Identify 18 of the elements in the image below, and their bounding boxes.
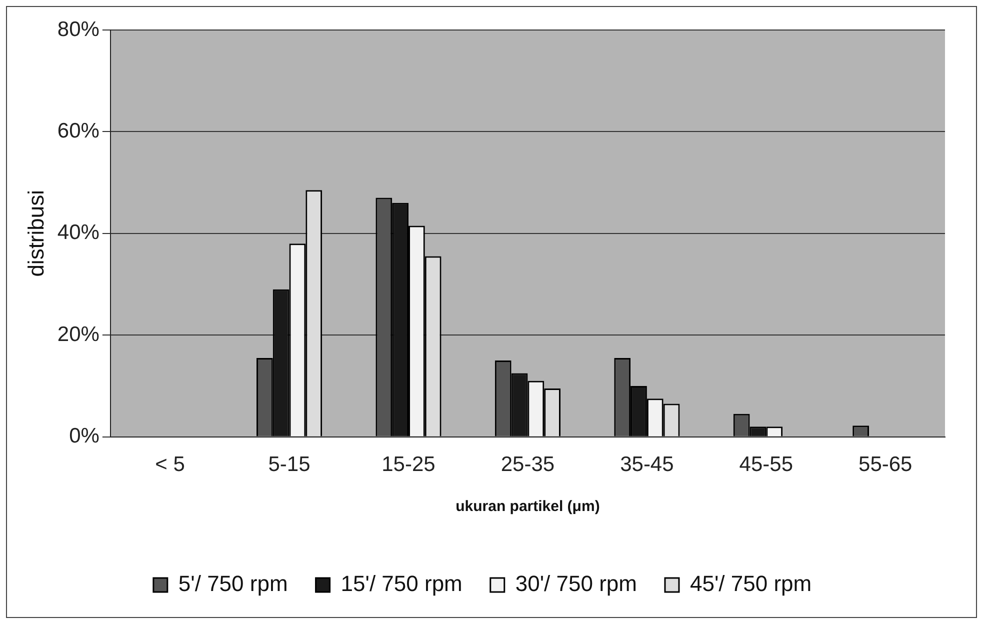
x-tick-label: 35-45 — [620, 453, 674, 476]
y-tick-label: 60% — [57, 119, 100, 142]
legend-label: 45'/ 750 rpm — [690, 571, 812, 596]
x-tick-label: 15-25 — [382, 453, 436, 476]
y-tick-label: 0% — [69, 424, 100, 448]
x-tick-label: 45-55 — [739, 453, 794, 476]
x-tick-label: 55-65 — [858, 453, 912, 476]
y-tick-label: 40% — [57, 221, 100, 244]
legend-label: 15'/ 750 rpm — [340, 571, 462, 596]
y-tick-label: 80% — [57, 18, 100, 41]
x-tick-label: 5-15 — [268, 453, 310, 476]
legend-label: 5'/ 750 rpm — [178, 571, 288, 596]
y-axis-title: distribusi — [23, 190, 48, 277]
x-axis-title: ukuran partikel (μm) — [456, 498, 600, 516]
x-tick-label: 25-35 — [500, 453, 555, 476]
y-tick-label: 20% — [57, 322, 100, 346]
legend-label: 30'/ 750 rpm — [515, 571, 637, 596]
x-tick-label: < 5 — [155, 453, 185, 476]
